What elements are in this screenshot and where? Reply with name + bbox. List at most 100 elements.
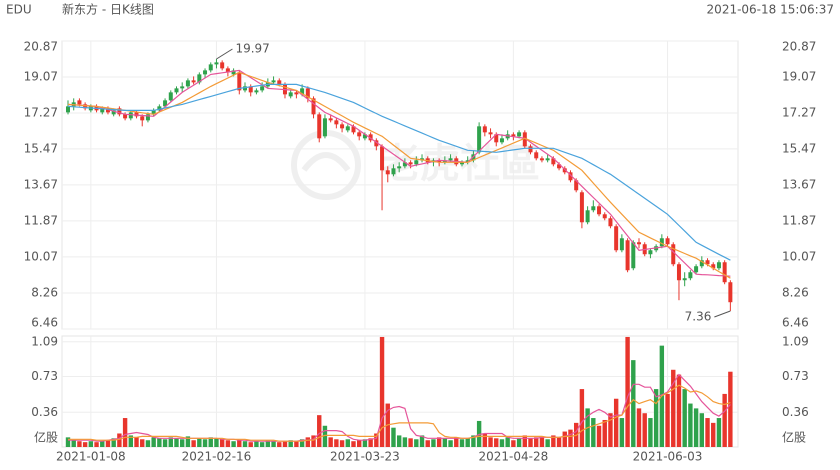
y-tick-label-right: 6.46 (782, 316, 809, 330)
candle-body (294, 92, 299, 95)
volume-bar (602, 419, 607, 447)
candle-body (619, 238, 624, 251)
volume-bar (231, 441, 236, 447)
y-tick-label: 8.26 (31, 286, 58, 300)
volume-bar (534, 437, 539, 447)
volume-bar (305, 437, 311, 447)
volume-bar (237, 440, 242, 447)
candle-body (368, 134, 373, 141)
candle-body (517, 132, 522, 137)
volume-bar (482, 433, 488, 447)
candle-body (351, 126, 356, 133)
candle-body (402, 162, 407, 167)
volume-bar (665, 393, 670, 447)
volume-bar (396, 435, 402, 447)
volume-bar (625, 336, 630, 447)
candle-body (659, 238, 664, 247)
volume-bar (357, 440, 362, 447)
y-tick-label: 10.07 (24, 249, 58, 263)
volume-bar (636, 408, 642, 447)
volume-bar (88, 441, 94, 447)
volume-bar (528, 438, 533, 447)
high-leader (216, 48, 233, 60)
x-tick-label: 2021-02-16 (182, 450, 252, 464)
volume-bar (642, 413, 647, 447)
candle-body (345, 126, 350, 131)
candle-body (300, 88, 305, 95)
moving-average-line (67, 71, 731, 279)
volume-bar (219, 439, 225, 447)
candle-body (305, 88, 310, 99)
candle-body (197, 74, 202, 83)
candle-body (511, 134, 516, 137)
volume-bar (494, 438, 499, 447)
candle-body (214, 62, 219, 65)
candle-body (83, 104, 88, 109)
candle-body (699, 260, 704, 267)
low-leader (714, 310, 731, 318)
volume-bar (294, 441, 299, 447)
y-tick-label: 13.67 (24, 177, 58, 191)
volume-bar (145, 440, 151, 447)
volume-bar (339, 440, 345, 447)
y-tick-label: 6.46 (31, 316, 58, 330)
candle-body (442, 160, 447, 163)
volume-bar (579, 389, 585, 447)
candle-body (128, 112, 133, 119)
candle-body (157, 106, 162, 111)
candle-body (477, 126, 482, 153)
volume-bar (648, 418, 653, 447)
volume-bar (608, 413, 613, 447)
candle-body (694, 266, 699, 273)
volume-bar (705, 418, 710, 447)
volume-bar (157, 438, 162, 447)
candle-body (357, 132, 362, 137)
volume-tick-label-right: 1.09 (782, 334, 809, 348)
candle-body (437, 160, 442, 163)
volume-bar (682, 389, 687, 447)
volume-bar (248, 442, 253, 447)
candle-body (203, 70, 208, 75)
candle-body (77, 100, 82, 105)
volume-bar (317, 415, 322, 447)
volume-bar (311, 435, 316, 447)
volume-unit: 亿股 (34, 430, 58, 445)
volume-bar (414, 439, 419, 447)
candle-body (220, 62, 225, 69)
candle-body (728, 282, 733, 303)
candle-body (722, 262, 727, 283)
candle-body (648, 250, 653, 255)
volume-bar (653, 389, 659, 447)
volume-tick-label: 0.36 (31, 405, 58, 419)
volume-bar (419, 435, 425, 447)
volume-bar (111, 438, 116, 447)
candle-body (591, 206, 596, 211)
candle-body (494, 134, 499, 143)
volume-bar (545, 439, 550, 447)
volume-bar (71, 440, 76, 447)
chart-title: 新东方 - 日K线图 (62, 2, 154, 17)
candle-body (208, 64, 213, 71)
y-tick-label: 11.87 (24, 213, 58, 227)
high-label: 19.97 (235, 41, 269, 55)
y-tick-label-right: 15.47 (782, 141, 816, 155)
volume-bar (693, 408, 699, 447)
candle-body (100, 108, 105, 113)
candle-body (459, 162, 464, 165)
volume-bar (591, 418, 596, 447)
candle-body (191, 80, 196, 83)
candle-body (574, 180, 579, 191)
candle-body (163, 100, 168, 107)
candle-body (597, 206, 602, 215)
candle-body (716, 262, 721, 269)
volume-bar (105, 440, 111, 447)
volume-bar (277, 442, 282, 447)
volume-bar (100, 441, 105, 447)
candle-body (254, 90, 259, 93)
candle-body (288, 92, 293, 97)
plot-layer: 20.87 20.87 19.07 19.07 17.27 17.27 15.47 15.47… (24, 40, 817, 464)
volume-bar (722, 393, 727, 447)
candle-body (614, 226, 619, 251)
volume-bar (596, 425, 602, 447)
